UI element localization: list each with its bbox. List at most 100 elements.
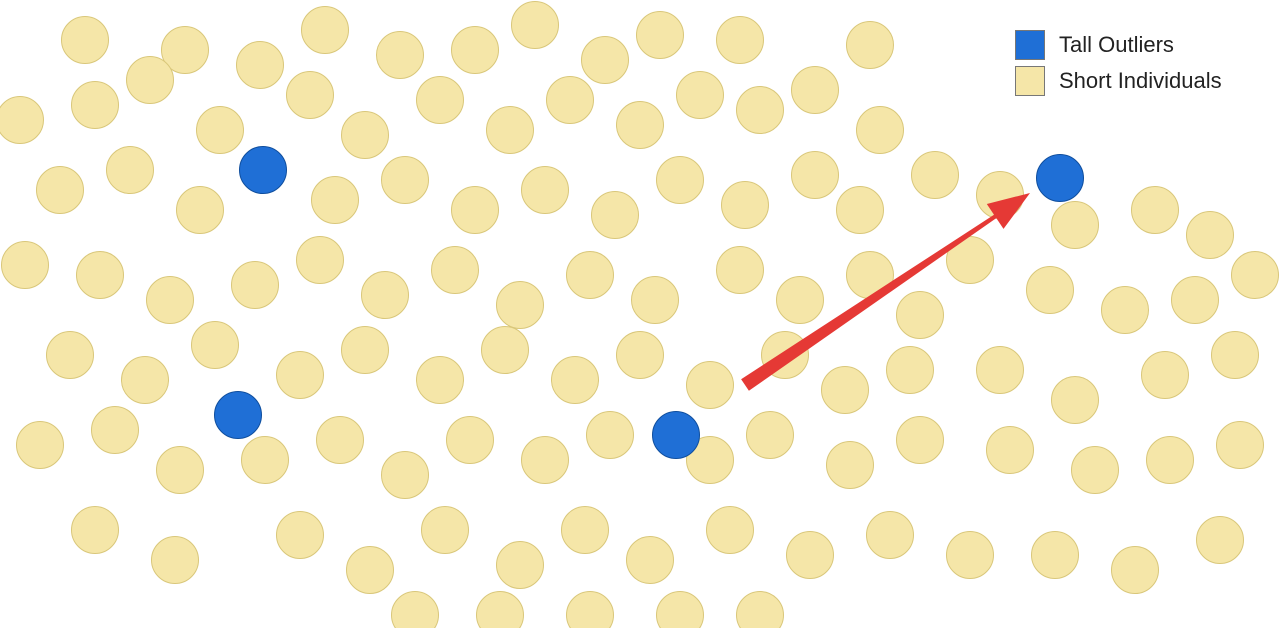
short-dot — [856, 106, 904, 154]
legend: Tall Outliers Short Individuals — [1015, 30, 1222, 102]
legend-swatch — [1015, 66, 1045, 96]
short-dot — [656, 156, 704, 204]
short-dot — [296, 236, 344, 284]
short-dot — [416, 76, 464, 124]
short-dot — [416, 356, 464, 404]
short-dot — [581, 36, 629, 84]
short-dot — [976, 171, 1024, 219]
short-dot — [631, 276, 679, 324]
short-dot — [836, 186, 884, 234]
short-dot — [616, 101, 664, 149]
short-dot — [381, 156, 429, 204]
legend-row: Short Individuals — [1015, 66, 1222, 96]
short-dot — [191, 321, 239, 369]
short-dot — [361, 271, 409, 319]
legend-label: Tall Outliers — [1059, 32, 1174, 58]
short-dot — [486, 106, 534, 154]
short-dot — [451, 186, 499, 234]
short-dot — [1031, 531, 1079, 579]
short-dot — [1196, 516, 1244, 564]
short-dot — [236, 41, 284, 89]
short-dot — [786, 531, 834, 579]
short-dot — [46, 331, 94, 379]
short-dot — [736, 86, 784, 134]
short-dot — [1141, 351, 1189, 399]
legend-label: Short Individuals — [1059, 68, 1222, 94]
legend-row: Tall Outliers — [1015, 30, 1222, 60]
short-dot — [231, 261, 279, 309]
tall-outlier-dot — [1036, 154, 1084, 202]
short-dot — [106, 146, 154, 194]
short-dot — [301, 6, 349, 54]
short-dot — [1131, 186, 1179, 234]
short-dot — [566, 591, 614, 628]
short-dot — [511, 1, 559, 49]
short-dot — [1216, 421, 1264, 469]
short-dot — [276, 351, 324, 399]
short-dot — [1101, 286, 1149, 334]
short-dot — [1051, 376, 1099, 424]
short-dot — [391, 591, 439, 628]
short-dot — [551, 356, 599, 404]
short-dot — [1146, 436, 1194, 484]
short-dot — [986, 426, 1034, 474]
short-dot — [71, 506, 119, 554]
short-dot — [446, 416, 494, 464]
short-dot — [16, 421, 64, 469]
short-dot — [946, 236, 994, 284]
short-dot — [706, 506, 754, 554]
short-dot — [911, 151, 959, 199]
scatter-diagram: Tall Outliers Short Individuals — [0, 0, 1280, 628]
short-dot — [826, 441, 874, 489]
short-dot — [566, 251, 614, 299]
short-dot — [1026, 266, 1074, 314]
short-dot — [126, 56, 174, 104]
short-dot — [896, 416, 944, 464]
short-dot — [521, 166, 569, 214]
short-dot — [156, 446, 204, 494]
short-dot — [61, 16, 109, 64]
short-dot — [476, 591, 524, 628]
short-dot — [71, 81, 119, 129]
short-dot — [376, 31, 424, 79]
short-dot — [1111, 546, 1159, 594]
short-dot — [1231, 251, 1279, 299]
short-dot — [1171, 276, 1219, 324]
short-dot — [1186, 211, 1234, 259]
short-dot — [866, 511, 914, 559]
short-dot — [496, 541, 544, 589]
short-dot — [0, 96, 44, 144]
short-dot — [896, 291, 944, 339]
short-dot — [656, 591, 704, 628]
tall-outlier-dot — [214, 391, 262, 439]
short-dot — [761, 331, 809, 379]
short-dot — [616, 331, 664, 379]
short-dot — [481, 326, 529, 374]
short-dot — [821, 366, 869, 414]
short-dot — [311, 176, 359, 224]
short-dot — [431, 246, 479, 294]
short-dot — [1071, 446, 1119, 494]
short-dot — [316, 416, 364, 464]
legend-swatch — [1015, 30, 1045, 60]
short-dot — [736, 591, 784, 628]
short-dot — [276, 511, 324, 559]
short-dot — [846, 21, 894, 69]
short-dot — [776, 276, 824, 324]
short-dot — [716, 246, 764, 294]
short-dot — [721, 181, 769, 229]
short-dot — [716, 16, 764, 64]
short-dot — [676, 71, 724, 119]
tall-outlier-dot — [652, 411, 700, 459]
short-dot — [381, 451, 429, 499]
short-dot — [626, 536, 674, 584]
short-dot — [791, 151, 839, 199]
short-dot — [451, 26, 499, 74]
short-dot — [846, 251, 894, 299]
short-dot — [76, 251, 124, 299]
short-dot — [341, 111, 389, 159]
short-dot — [196, 106, 244, 154]
short-dot — [976, 346, 1024, 394]
short-dot — [286, 71, 334, 119]
short-dot — [241, 436, 289, 484]
